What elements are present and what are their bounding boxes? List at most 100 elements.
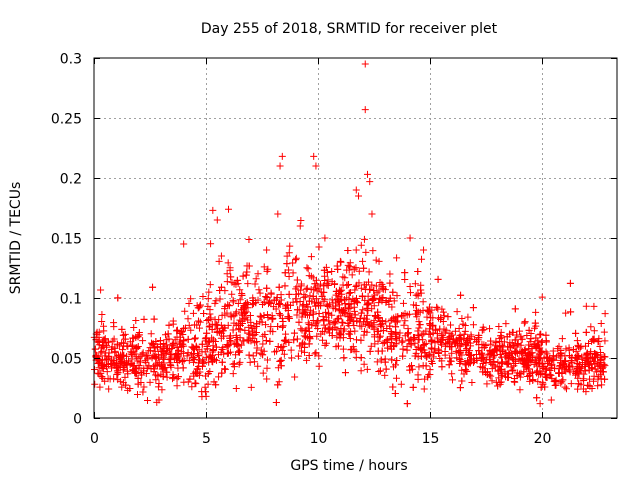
data-point	[444, 313, 452, 321]
data-point	[455, 346, 463, 354]
data-point	[168, 341, 176, 349]
data-point	[528, 349, 536, 357]
data-point	[109, 360, 117, 368]
data-point	[515, 370, 523, 378]
data-point	[600, 360, 608, 368]
data-point	[236, 286, 244, 294]
data-point	[293, 298, 301, 306]
data-point	[366, 285, 374, 293]
data-point	[205, 288, 213, 296]
data-point	[382, 298, 390, 306]
data-point	[370, 325, 378, 333]
data-point	[409, 383, 417, 391]
data-point	[398, 312, 406, 320]
data-point	[212, 381, 220, 389]
data-point	[562, 367, 570, 375]
data-point	[297, 325, 305, 333]
data-point	[458, 377, 466, 385]
data-point	[310, 152, 318, 160]
data-point	[547, 396, 555, 404]
data-point	[488, 377, 496, 385]
data-point	[204, 295, 212, 303]
data-point	[201, 335, 209, 343]
data-point	[399, 345, 407, 353]
data-point	[351, 286, 359, 294]
data-point	[267, 323, 275, 331]
data-point	[98, 356, 106, 364]
data-point	[345, 266, 353, 274]
data-point	[525, 326, 533, 334]
data-point	[341, 369, 349, 377]
data-point	[303, 356, 311, 364]
data-point	[407, 340, 415, 348]
data-point	[568, 353, 576, 361]
y-axis-label: SRMTID / TECUs	[8, 182, 24, 295]
data-point	[215, 373, 223, 381]
data-point	[478, 326, 486, 334]
data-point	[243, 299, 251, 307]
data-point	[504, 359, 512, 367]
data-point	[467, 342, 475, 350]
data-point	[496, 379, 504, 387]
data-point	[138, 350, 146, 358]
data-point	[229, 370, 237, 378]
data-point	[468, 378, 476, 386]
data-point	[575, 343, 583, 351]
data-point	[212, 343, 220, 351]
data-point	[502, 320, 510, 328]
data-point	[257, 346, 265, 354]
data-point	[139, 337, 147, 345]
data-point	[238, 311, 246, 319]
data-point	[277, 343, 285, 351]
data-point	[337, 286, 345, 294]
data-point	[205, 323, 213, 331]
data-point	[438, 332, 446, 340]
data-point	[371, 291, 379, 299]
data-point	[450, 335, 458, 343]
data-point	[135, 331, 143, 339]
data-point	[552, 377, 560, 385]
data-point	[285, 290, 293, 298]
data-point	[179, 364, 187, 372]
data-point	[260, 298, 268, 306]
data-point	[538, 347, 546, 355]
data-point	[458, 366, 466, 374]
data-point	[584, 381, 592, 389]
data-point	[366, 178, 374, 186]
data-point	[415, 363, 423, 371]
data-point	[252, 299, 260, 307]
data-point	[539, 380, 547, 388]
data-point	[479, 368, 487, 376]
data-point	[195, 352, 203, 360]
data-point	[403, 346, 411, 354]
data-point	[272, 305, 280, 313]
data-point	[590, 377, 598, 385]
data-point	[394, 313, 402, 321]
data-point	[281, 282, 289, 290]
data-point	[418, 255, 426, 263]
data-point	[333, 333, 341, 341]
data-point	[561, 383, 569, 391]
data-point	[340, 295, 348, 303]
data-point	[412, 310, 420, 318]
data-point	[119, 366, 127, 374]
data-point	[313, 332, 321, 340]
data-point	[415, 318, 423, 326]
data-point	[232, 280, 240, 288]
data-point	[348, 345, 356, 353]
data-point	[311, 284, 319, 292]
data-point	[312, 276, 320, 284]
data-point	[401, 275, 409, 283]
data-point	[483, 380, 491, 388]
data-point	[100, 336, 108, 344]
data-point	[276, 357, 284, 365]
data-point	[103, 363, 111, 371]
data-point	[326, 320, 334, 328]
data-point	[406, 283, 414, 291]
data-point	[594, 382, 602, 390]
data-point	[397, 380, 405, 388]
data-point	[374, 327, 382, 335]
data-point	[163, 336, 171, 344]
data-point	[448, 349, 456, 357]
data-point	[495, 322, 503, 330]
